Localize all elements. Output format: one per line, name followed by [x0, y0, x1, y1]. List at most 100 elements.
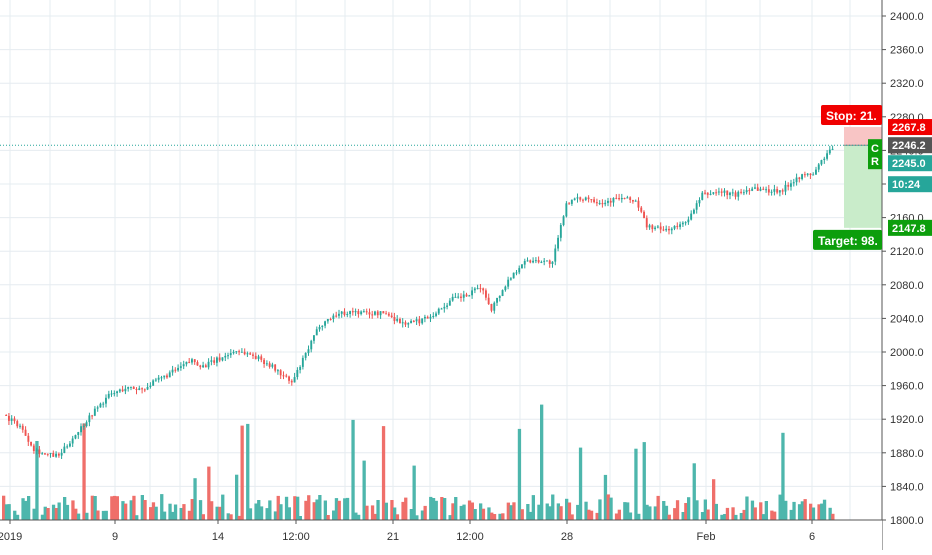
volume-bar [667, 514, 671, 520]
volume-bar [675, 500, 680, 520]
volume-bar [623, 502, 627, 520]
candle-body [745, 190, 748, 193]
volume-bar [132, 495, 136, 520]
candle-body [676, 225, 679, 227]
candle-body [166, 375, 168, 378]
volume-bar [628, 512, 633, 520]
candle-body [238, 351, 240, 353]
volume-bar [634, 448, 638, 520]
candle-body [35, 449, 38, 451]
candle-body [130, 386, 132, 388]
candle-body [304, 353, 307, 358]
volume-bar [287, 507, 291, 520]
volume-bar [254, 503, 258, 520]
candle-body [618, 198, 620, 200]
candle-body [773, 189, 776, 192]
candle-body [379, 311, 382, 316]
volume-bar [226, 513, 230, 520]
volume-bar [365, 505, 369, 520]
volume-bar [85, 512, 89, 520]
candle-body [113, 393, 116, 395]
candle-body [30, 441, 32, 446]
time-axis[interactable]: 2019 9 14 12:00 21 12:00 28 Feb 6 [0, 519, 882, 550]
candle-body [559, 225, 562, 238]
candle-body [346, 314, 349, 315]
target-price-label-bg [888, 219, 932, 236]
current-price-label: 2246.2 [892, 140, 926, 152]
candle-body [188, 361, 191, 363]
candle-body [157, 377, 160, 380]
volume-bar [739, 513, 743, 520]
candle-body [498, 296, 501, 298]
candle-body [152, 380, 155, 386]
time-tick-label: 6 [809, 531, 815, 543]
candle-body [399, 319, 401, 324]
candle-body [507, 279, 510, 287]
candle-body [199, 365, 202, 368]
candle-body [390, 315, 393, 317]
candle-body [604, 202, 607, 205]
volume-bar [43, 506, 47, 520]
candle-body [371, 314, 374, 316]
candle-body [310, 340, 313, 350]
position-tool[interactable] [0, 127, 882, 228]
stop-price-label: 2267.8 [892, 122, 926, 134]
volume-bar [304, 500, 308, 520]
price-axis[interactable]: 2400.02360.02320.02280.02240.02200.02160… [881, 0, 932, 550]
volume-bar [265, 508, 269, 520]
volume-bar [179, 508, 183, 520]
volume-bar [462, 504, 466, 520]
volume-bar [318, 495, 322, 520]
candle-body [668, 228, 670, 231]
volume-bar [684, 503, 688, 520]
candle-body [740, 191, 742, 193]
volume-bar [246, 423, 250, 520]
volume-bar [90, 495, 94, 520]
candle-body [554, 248, 557, 262]
candle-body [576, 197, 579, 199]
candle-body [216, 357, 218, 363]
candle-body [654, 227, 656, 229]
candle-body [213, 360, 216, 363]
risk-reward-glyph-1: C [871, 143, 879, 155]
candle-body [579, 197, 582, 200]
candle-body [765, 189, 767, 191]
volume-bar [637, 513, 641, 520]
volume-bar [124, 503, 128, 520]
candle-body [60, 452, 63, 456]
volume-bar [115, 496, 119, 520]
volume-bar [448, 515, 452, 520]
volume-bar [381, 426, 386, 520]
stop-text: Stop: 21. [826, 109, 877, 123]
candle-body [57, 453, 60, 456]
candle-body [21, 425, 24, 430]
volume-bar [520, 509, 524, 520]
volume-bar [401, 501, 405, 520]
candle-body [482, 288, 485, 291]
volume-bar [673, 508, 677, 520]
volume-bar [723, 514, 727, 520]
price-tick-label: 2000.0 [890, 347, 924, 359]
volume-bar [662, 501, 666, 520]
volume-bar [296, 496, 300, 520]
candle-body [826, 153, 828, 159]
volume-bar [384, 502, 388, 520]
candle-body [651, 225, 654, 230]
risk-reward-glyph-2: R [871, 156, 879, 168]
candle-body [313, 335, 315, 341]
candle-body [698, 200, 701, 204]
stop-price-label-bg [888, 119, 932, 136]
candle-body [643, 211, 645, 218]
volume-bar [459, 505, 463, 520]
candle-body [615, 197, 618, 199]
candle-body [787, 184, 790, 187]
volume-bar [112, 495, 117, 520]
candle-body [748, 190, 751, 192]
volume-bar [626, 502, 630, 520]
volume-bar [526, 504, 530, 520]
candle-body [432, 316, 435, 317]
candle-body [32, 445, 35, 451]
volume-bar [24, 500, 28, 520]
volume-bar [712, 479, 716, 520]
